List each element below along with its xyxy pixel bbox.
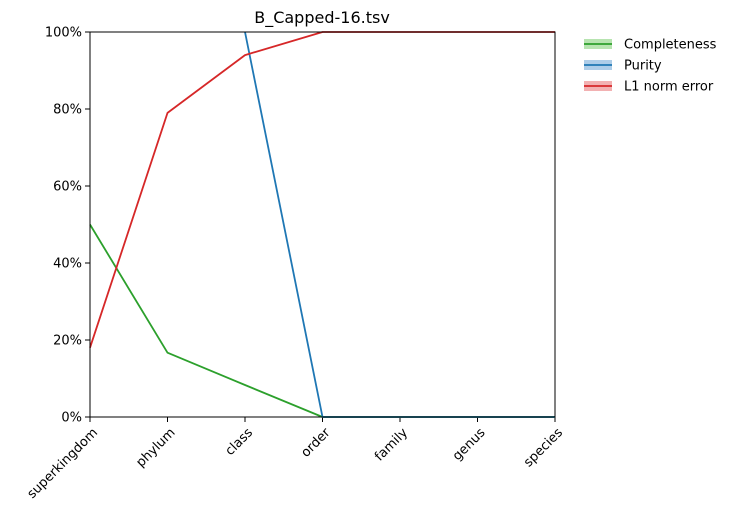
x-tick-label: superkingdom [25, 425, 101, 501]
y-tick-label: 40% [53, 257, 82, 272]
plot-frame [89, 31, 556, 418]
legend: Completeness Purity L1 norm error [584, 38, 717, 95]
chart-title: B_Capped-16.tsv [254, 8, 390, 28]
y-axis: 0% 20% 40% 60% 80% 100% [45, 26, 90, 426]
y-tick-label: 80% [53, 103, 82, 118]
x-axis: superkingdom phylum class order family genus s… [25, 417, 566, 502]
axes-frame [89, 31, 556, 418]
x-tick-label: family [372, 425, 411, 464]
x-tick-label: order [298, 425, 334, 461]
x-tick-label: species [521, 425, 566, 470]
legend-label: Completeness [624, 38, 717, 53]
x-tick-label: class [223, 425, 257, 459]
legend-label: Purity [624, 59, 662, 74]
y-tick-label: 0% [61, 411, 82, 426]
y-tick-label: 20% [53, 334, 82, 349]
series-line-purity [244, 31, 555, 418]
x-tick-label: genus [450, 425, 489, 464]
series-line-l1-norm-error [89, 31, 555, 348]
legend-label: L1 norm error [624, 80, 714, 95]
x-tick-label: phylum [134, 425, 179, 470]
series-line-completeness [89, 224, 555, 418]
series-lines [89, 31, 555, 418]
y-tick-label: 100% [45, 26, 82, 41]
y-tick-label: 60% [53, 180, 82, 195]
